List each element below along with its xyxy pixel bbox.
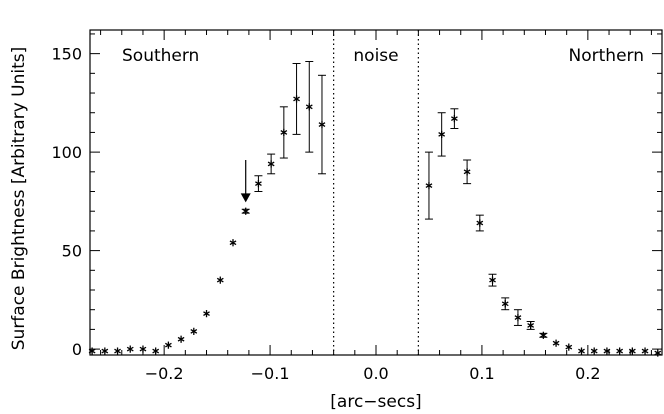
x-tick-label: 0.0 [363, 364, 388, 383]
asterisk-marker [463, 168, 471, 176]
data-point [317, 74, 326, 175]
y-axis-label: Surface Brightness [Arbitrary Units] [9, 47, 29, 351]
data-point [603, 347, 611, 355]
asterisk-marker [101, 347, 109, 355]
data-point [578, 347, 585, 355]
asterisk-marker [450, 115, 458, 123]
asterisk-marker [229, 239, 237, 247]
asterisk-marker [126, 345, 134, 353]
asterisk-marker [565, 343, 573, 351]
data-point [203, 310, 210, 318]
asterisk-marker [527, 321, 535, 330]
data-point [526, 321, 535, 330]
down-arrow-icon [240, 160, 251, 203]
asterisk-marker [603, 347, 611, 355]
data-point [565, 343, 573, 351]
asterisk-marker [641, 347, 649, 355]
asterisk-marker [438, 130, 446, 138]
data-point [88, 347, 96, 355]
x-tick-label: 0.2 [575, 364, 600, 383]
asterisk-marker [216, 276, 224, 284]
x-tick-label: 0.1 [469, 364, 494, 383]
data-point [475, 214, 484, 232]
data-point [216, 276, 224, 284]
asterisk-marker [539, 331, 547, 339]
data-point [552, 339, 560, 347]
asterisk-marker [242, 207, 250, 215]
data-point [279, 106, 288, 159]
asterisk-marker [514, 313, 522, 322]
data-point [463, 159, 472, 185]
data-point [437, 112, 446, 157]
minor-tick-layer [90, 30, 662, 355]
asterisk-marker [552, 339, 560, 347]
region-label-southern: Southern [122, 46, 199, 66]
data-point [488, 273, 497, 287]
asterisk-marker [318, 120, 326, 129]
asterisk-marker [139, 345, 147, 353]
data-point [241, 207, 250, 215]
data-point [628, 347, 636, 355]
asterisk-marker [578, 347, 585, 355]
asterisk-marker [293, 95, 300, 103]
asterisk-marker [267, 160, 275, 168]
data-point [164, 341, 172, 349]
asterisk-marker [425, 182, 433, 190]
data-point [539, 331, 548, 339]
data-point [616, 347, 624, 355]
asterisk-marker [203, 310, 210, 318]
data-point [450, 108, 459, 129]
x-axis-label: [arc−secs] [330, 392, 421, 412]
asterisk-marker [177, 335, 185, 343]
x-tick-label: −0.1 [251, 364, 290, 383]
data-point [101, 347, 109, 355]
data-point [254, 175, 263, 193]
asterisk-marker [255, 180, 262, 188]
asterisk-marker [476, 219, 484, 227]
asterisk-marker [114, 347, 121, 355]
x-tick-label: −0.2 [145, 364, 184, 383]
y-tick-label: 150 [51, 45, 82, 64]
data-point [501, 297, 510, 311]
asterisk-marker [152, 347, 160, 355]
data-point [190, 327, 198, 335]
region-label-noise: noise [353, 46, 398, 66]
data-point [126, 345, 134, 353]
region-label-northern: Northern [569, 46, 644, 66]
y-tick-label: 100 [51, 143, 82, 162]
asterisk-marker [164, 341, 172, 349]
asterisk-marker [88, 347, 96, 355]
y-tick-label: 0 [72, 340, 82, 359]
data-point [152, 347, 160, 355]
asterisk-marker [489, 276, 496, 284]
asterisk-marker [654, 349, 662, 357]
data-point [292, 62, 301, 135]
region-boundary-layer [333, 30, 419, 355]
asterisk-marker [305, 103, 313, 111]
data-point [590, 347, 598, 355]
plot-frame [89, 29, 663, 356]
data-point [641, 347, 649, 355]
data-layer [88, 61, 662, 357]
asterisk-marker [616, 347, 624, 355]
data-point [305, 61, 314, 153]
data-point [229, 239, 237, 247]
data-point [654, 349, 662, 357]
asterisk-marker [190, 327, 198, 335]
asterisk-marker [280, 128, 288, 137]
y-tick-label: 50 [62, 242, 82, 261]
data-point [513, 309, 522, 326]
asterisk-marker [628, 347, 636, 355]
data-point [139, 345, 147, 353]
data-point [267, 153, 276, 175]
data-point [424, 151, 433, 220]
data-point [114, 347, 121, 355]
asterisk-marker [501, 300, 509, 308]
asterisk-marker [590, 347, 598, 355]
data-point [177, 335, 185, 343]
axis-tick-layer: −0.2 −0.1 0.0 0.1 0.2 0 50 100 150 [51, 30, 662, 383]
